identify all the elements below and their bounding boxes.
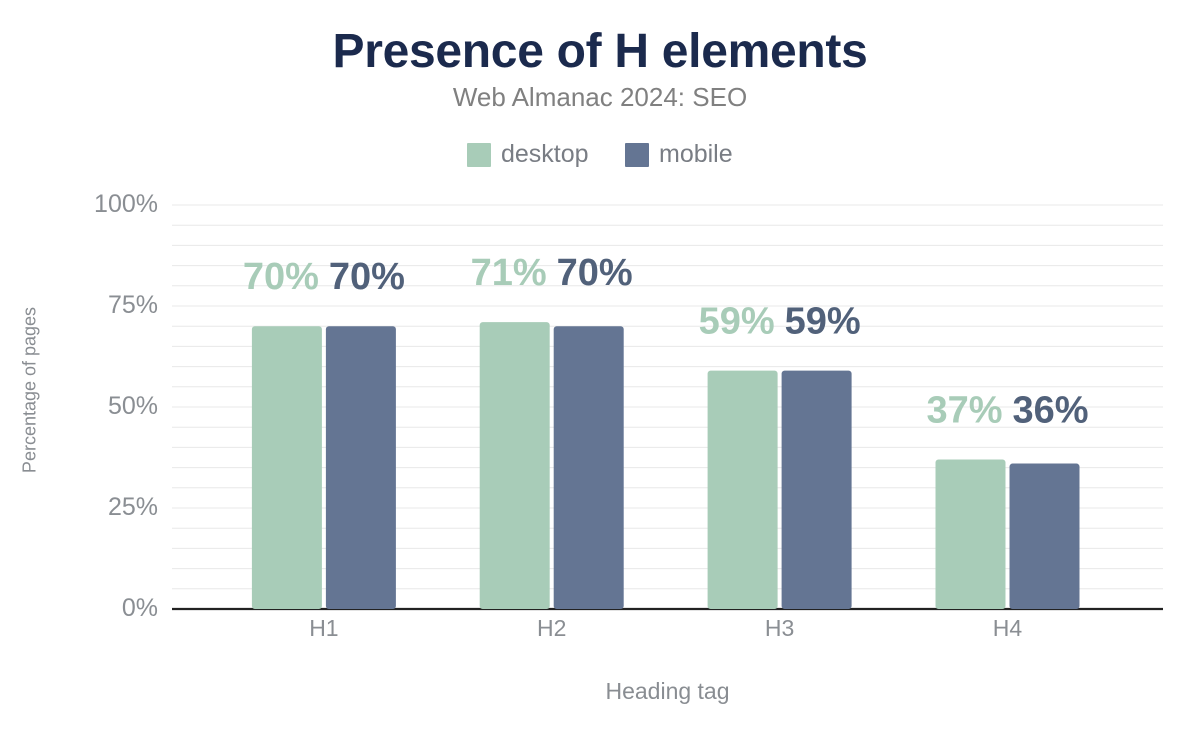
svg-text:H1: H1 [309,615,338,641]
svg-text:36%: 36% [1012,390,1088,432]
svg-text:50%: 50% [108,392,158,420]
svg-text:70%: 70% [243,256,319,298]
svg-text:H4: H4 [993,615,1023,641]
svg-text:0%: 0% [122,594,158,622]
svg-text:25%: 25% [108,493,158,521]
svg-text:100%: 100% [94,190,158,218]
svg-text:59%: 59% [699,301,775,343]
svg-text:37%: 37% [926,390,1002,432]
svg-text:70%: 70% [329,256,405,298]
svg-text:71%: 71% [471,252,547,294]
svg-text:70%: 70% [557,252,633,294]
svg-text:H2: H2 [537,615,566,641]
svg-text:75%: 75% [108,291,158,319]
svg-text:59%: 59% [785,301,861,343]
svg-text:H3: H3 [765,615,794,641]
